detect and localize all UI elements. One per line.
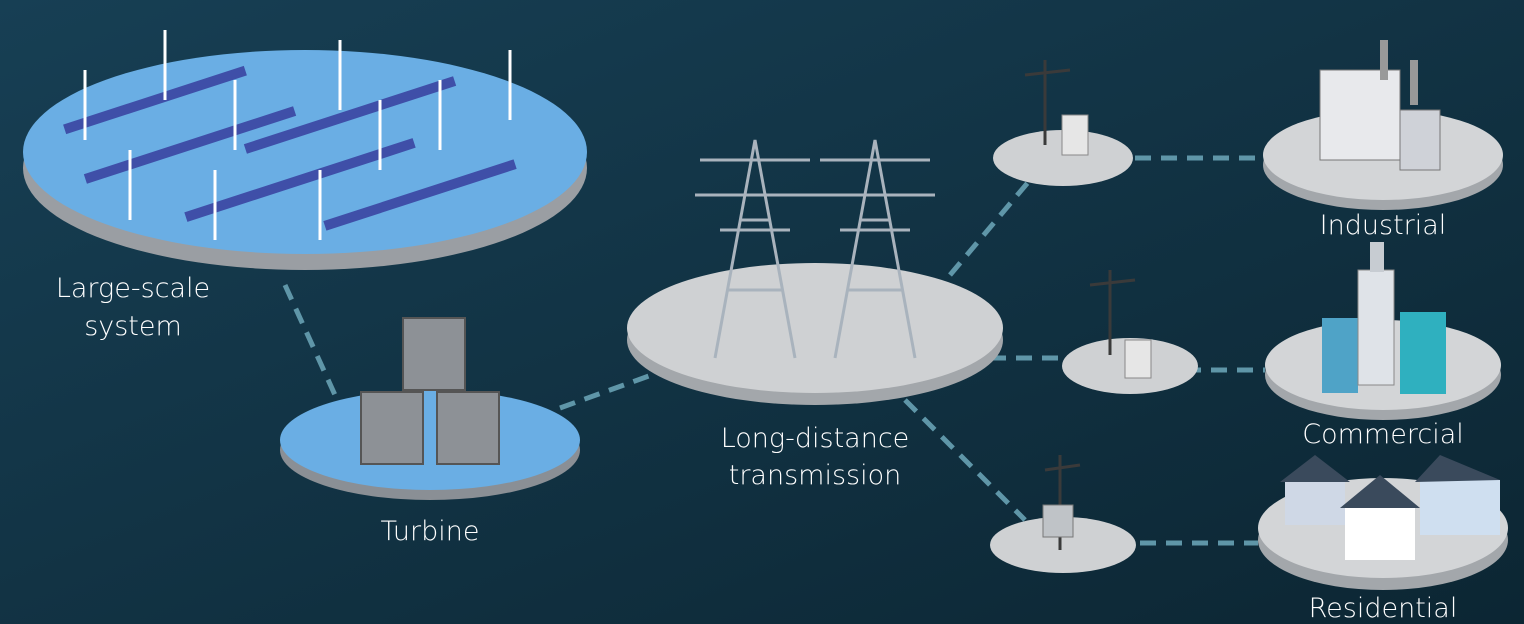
node-label: Large-scale — [56, 273, 210, 304]
node-label: Residential — [1309, 593, 1458, 624]
node-label: Long-distance — [721, 423, 910, 454]
diagram: Large-scale system Turbine Long-distance… — [0, 0, 1524, 624]
node-label: Commercial — [1302, 419, 1464, 450]
node-label: system — [84, 311, 182, 342]
node-label: Turbine — [381, 516, 480, 547]
page: Large-scale system Turbine Long-distance… — [0, 0, 1524, 624]
node-label: Industrial — [1320, 210, 1447, 241]
node-label: transmission — [729, 460, 901, 491]
